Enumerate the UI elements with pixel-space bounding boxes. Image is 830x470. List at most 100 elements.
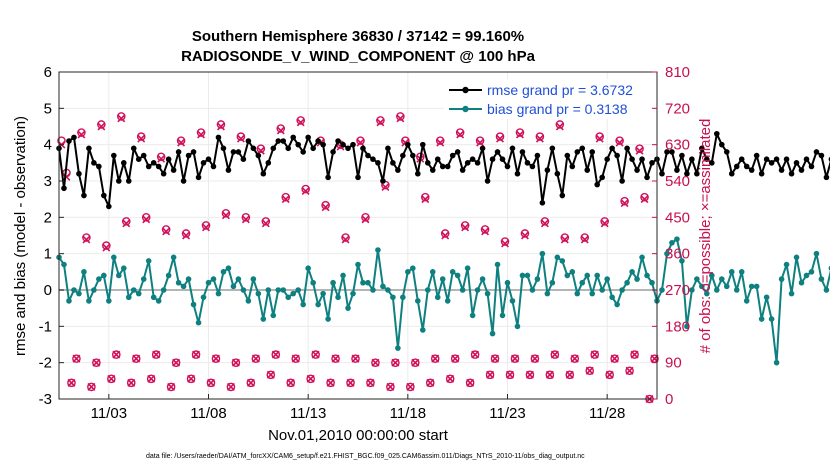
bias-point: [589, 290, 596, 297]
obs-possible-marker: [341, 233, 350, 242]
bias-point: [763, 294, 770, 301]
obs-assimilated-cross: [496, 134, 504, 143]
obs-assimilated-marker: [461, 223, 470, 232]
bias-point: [504, 279, 511, 286]
obs-assimilated-marker: [515, 130, 524, 139]
obs-assimilated-cross: [610, 354, 619, 363]
rmse-point: [235, 149, 242, 155]
obs-assimilated-marker: [241, 215, 250, 224]
bias-point: [116, 272, 122, 279]
rmse-point: [604, 156, 610, 162]
obs-assimilated-marker: [276, 126, 285, 135]
obs-assimilated-cross: [511, 354, 519, 363]
obs-assimilated-cross: [261, 219, 270, 228]
rmse-point: [494, 149, 501, 155]
rmse-point: [743, 163, 750, 170]
obs-possible-marker: [107, 374, 116, 384]
obs-possible-marker: [326, 378, 335, 388]
obs-assimilated-cross: [356, 138, 365, 147]
rmse-point: [230, 149, 237, 155]
bias-point: [71, 287, 77, 293]
rmse-point: [644, 174, 650, 181]
rmse-point: [579, 145, 586, 152]
obs-possible-marker: [625, 366, 634, 376]
rmse-point: [320, 141, 326, 148]
rmse-point: [360, 145, 366, 152]
obs-possible-marker: [281, 192, 291, 202]
bias-point: [549, 279, 556, 286]
obs-assimilated-cross: [77, 130, 86, 139]
rmse-point: [684, 170, 690, 177]
obs-possible-marker: [92, 358, 101, 367]
obs-assimilated-cross: [221, 211, 230, 220]
obs-assimilated-cross: [580, 235, 589, 244]
rmse-point: [330, 149, 336, 155]
bias-point: [454, 272, 461, 279]
obs-assimilated-marker: [396, 114, 405, 123]
obs-assimilated-marker: [441, 231, 450, 240]
obs-assimilated-cross: [471, 350, 480, 359]
obs-assimilated-cross: [281, 195, 290, 204]
obs-assimilated-marker: [301, 187, 310, 196]
legend-marker-bias: [462, 105, 469, 113]
bias-point: [111, 254, 117, 261]
obs-assimilated-cross: [515, 130, 524, 139]
obs-assimilated-marker: [535, 134, 544, 143]
obs-possible-marker: [206, 378, 216, 388]
rmse-point: [569, 163, 576, 170]
obs-possible-marker: [470, 350, 480, 359]
obs-possible-marker: [221, 208, 231, 218]
rmse-point: [270, 145, 277, 152]
obs-assimilated-cross: [396, 114, 405, 123]
obs-assimilated-marker: [570, 354, 579, 363]
rmse-point: [116, 178, 122, 184]
obs-assimilated-marker: [212, 354, 220, 363]
rmse-point: [380, 178, 386, 184]
obs-assimilated-cross: [436, 138, 445, 147]
rmse-point: [210, 163, 217, 170]
obs-possible-marker: [560, 233, 570, 242]
y-tick-label-right: 270: [665, 282, 690, 299]
obs-assimilated-marker: [122, 219, 131, 228]
obs-possible-marker: [216, 120, 226, 129]
obs-possible-marker: [166, 382, 176, 392]
rmse-point: [350, 141, 356, 148]
obs-assimilated-marker: [615, 138, 624, 147]
obs-possible-marker: [406, 382, 415, 392]
obs-possible-marker: [495, 132, 505, 141]
obs-assimilated-cross: [266, 370, 275, 379]
obs-possible-marker: [236, 132, 246, 141]
obs-assimilated-marker: [77, 130, 86, 139]
obs-assimilated-marker: [162, 227, 171, 236]
rmse-point: [195, 174, 202, 181]
obs-assimilated-cross: [491, 354, 500, 363]
obs-possible-marker: [226, 382, 236, 392]
rmse-point: [549, 145, 556, 152]
obs-assimilated-cross: [147, 374, 156, 383]
y-axis-label-left: rmse and bias (model - observation): [12, 116, 29, 356]
bias-point: [564, 272, 571, 279]
bias-point: [464, 265, 471, 272]
chart-title-line1: Southern Hemisphere 36830 / 37142 = 99.1…: [192, 28, 524, 45]
rmse-point: [509, 145, 516, 152]
bias-point: [689, 287, 695, 293]
obs-assimilated-cross: [236, 134, 245, 143]
rmse-point: [783, 156, 790, 162]
bias-point: [474, 287, 481, 293]
rmse-point: [185, 152, 192, 159]
bias-point: [808, 269, 815, 275]
plot-frame: [58, 71, 658, 400]
obs-assimilated-cross: [157, 154, 166, 163]
rmse-point: [768, 160, 775, 166]
obs-assimilated-marker: [207, 378, 215, 387]
rmse-point: [624, 145, 630, 152]
obs-assimilated-cross: [72, 354, 81, 363]
bias-point: [644, 272, 650, 279]
obs-assimilated-marker: [157, 154, 166, 163]
bias-point: [120, 265, 127, 272]
obs-assimilated-cross: [251, 354, 260, 363]
obs-possible-marker: [595, 132, 604, 141]
obs-assimilated-marker: [346, 378, 355, 387]
obs-assimilated-marker: [366, 378, 375, 387]
obs-assimilated-marker: [177, 138, 186, 147]
